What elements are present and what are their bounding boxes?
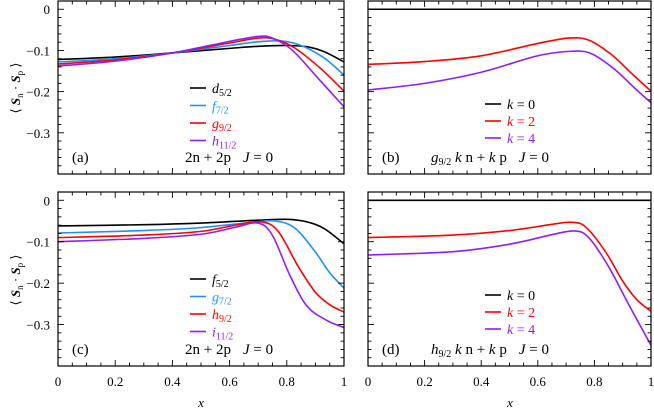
legend-item: h11/2 (190, 135, 236, 152)
legend-label: h11/2 (212, 135, 236, 152)
legend-label: f5/2 (212, 273, 229, 290)
x-axis-label-right: x (506, 395, 513, 410)
y-tick-label: −0.1 (26, 43, 50, 58)
panel-label: (d) (382, 342, 400, 358)
legend-item: k = 0 (485, 98, 535, 113)
y-axis-label-bottom: ⟨ Sn · Sp ⟩ (8, 255, 25, 306)
legend-item: k = 4 (485, 323, 535, 338)
x-tick-label: 0.4 (164, 374, 181, 389)
panel-c: 0 −0.1 −0.2 −0.3 0 0.2 0.4 0.6 0.8 1 f5/2g7/2h9/2i… (26, 191, 348, 389)
panel-label: (b) (382, 150, 400, 166)
legend-label: d5/2 (212, 82, 232, 99)
x-tick-label: 0.6 (530, 374, 547, 389)
y-tick-label: −0.2 (26, 85, 50, 100)
panel-label: (c) (72, 342, 89, 358)
legend-item: k = 0 (485, 289, 535, 304)
plot-frame (367, 0, 652, 175)
x-tick-label: 0 (55, 374, 62, 389)
legend-item: f7/2 (190, 100, 229, 117)
legend-label: k = 2 (507, 115, 535, 130)
series-line-b-1 (368, 36, 651, 92)
legend-label: k = 0 (507, 98, 535, 113)
legend-item: g9/2 (190, 117, 232, 134)
y-tick-label: −0.2 (26, 276, 50, 291)
legend-label: i11/2 (212, 326, 233, 343)
panel-d: 0 0.2 0.4 0.6 0.8 1 k = 0 k = 2 k = 4 (d) h9/2 k n… (365, 191, 654, 389)
x-tick-label: 0.8 (586, 374, 602, 389)
panel-annotation: 2n + 2p J = 0 (185, 342, 273, 358)
series-line-c-3 (58, 221, 344, 329)
y-tick-label: −0.1 (26, 235, 50, 250)
series-line-a-1 (58, 39, 344, 76)
legend-label: k = 4 (507, 132, 535, 147)
x-tick-label: 1 (341, 374, 348, 389)
legend-label: k = 2 (507, 306, 535, 321)
legend-item: d5/2 (190, 82, 232, 99)
x-tick-label: 0.2 (416, 374, 432, 389)
legend-item: k = 2 (485, 115, 535, 130)
series-line-c-1 (58, 219, 344, 289)
y-tick-label: 0 (44, 2, 51, 17)
y-tick-label: 0 (44, 193, 51, 208)
series-line-a-0 (58, 44, 344, 63)
series-line-a-2 (58, 36, 344, 92)
legend-item: h9/2 (190, 308, 232, 325)
panel-annotation: 2n + 2p J = 0 (185, 150, 273, 166)
legend-item: k = 2 (485, 306, 535, 321)
series-line-a-3 (58, 35, 344, 108)
series-line-d-1 (368, 221, 651, 312)
x-tick-label: 0.2 (107, 374, 123, 389)
x-tick-label: 0 (365, 374, 372, 389)
y-tick-label: −0.3 (26, 318, 50, 333)
x-axis-label-left: x (197, 395, 204, 410)
x-tick-label: 0.8 (279, 374, 295, 389)
series-line-d-2 (368, 230, 651, 346)
x-tick-label: 0.6 (221, 374, 238, 389)
y-tick-label: −0.3 (26, 126, 50, 141)
legend-label: g7/2 (212, 291, 232, 308)
series-line-b-2 (368, 50, 651, 104)
legend-label: k = 0 (507, 289, 535, 304)
legend-item: f5/2 (190, 273, 229, 290)
y-axis-label-top: ⟨ Sn · Sp ⟩ (8, 63, 25, 114)
legend-item: k = 4 (485, 132, 535, 147)
legend-label: f7/2 (212, 100, 229, 117)
legend-label: h9/2 (212, 308, 232, 325)
legend-label: g9/2 (212, 117, 232, 134)
legend-item: i11/2 (190, 326, 233, 343)
x-tick-label: 1 (648, 374, 654, 389)
x-tick-label: 0.4 (473, 374, 490, 389)
series-line-c-0 (58, 218, 344, 245)
legend-label: k = 4 (507, 323, 535, 338)
series-line-c-2 (58, 220, 344, 313)
legend-item: g7/2 (190, 291, 232, 308)
plot-frame (367, 191, 652, 367)
panel-label: (a) (72, 150, 89, 166)
